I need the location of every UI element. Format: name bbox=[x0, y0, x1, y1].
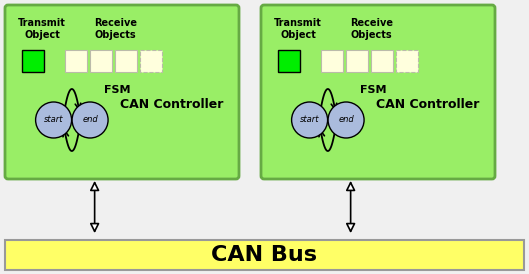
Circle shape bbox=[72, 102, 108, 138]
Bar bbox=[115, 50, 137, 72]
Bar bbox=[140, 50, 162, 72]
Text: Transmit
Object: Transmit Object bbox=[274, 18, 322, 40]
Bar bbox=[90, 50, 112, 72]
Text: CAN Controller: CAN Controller bbox=[377, 98, 480, 110]
FancyBboxPatch shape bbox=[5, 240, 524, 270]
Text: end: end bbox=[338, 116, 354, 124]
Circle shape bbox=[291, 102, 327, 138]
Text: end: end bbox=[82, 116, 98, 124]
Text: start: start bbox=[44, 116, 63, 124]
Text: FSM: FSM bbox=[360, 85, 387, 95]
Bar bbox=[346, 50, 368, 72]
Text: FSM: FSM bbox=[104, 85, 131, 95]
FancyBboxPatch shape bbox=[5, 5, 239, 179]
Circle shape bbox=[35, 102, 71, 138]
Circle shape bbox=[328, 102, 364, 138]
Bar bbox=[321, 50, 343, 72]
Bar bbox=[22, 50, 44, 72]
Text: Receive
Objects: Receive Objects bbox=[94, 18, 136, 40]
Text: CAN Bus: CAN Bus bbox=[211, 245, 317, 265]
Bar bbox=[396, 50, 418, 72]
Bar bbox=[278, 50, 300, 72]
Text: start: start bbox=[300, 116, 320, 124]
Bar bbox=[65, 50, 87, 72]
Text: CAN Controller: CAN Controller bbox=[121, 98, 224, 110]
FancyBboxPatch shape bbox=[261, 5, 495, 179]
Text: Transmit
Object: Transmit Object bbox=[19, 18, 66, 40]
Bar bbox=[371, 50, 393, 72]
Text: Receive
Objects: Receive Objects bbox=[350, 18, 393, 40]
